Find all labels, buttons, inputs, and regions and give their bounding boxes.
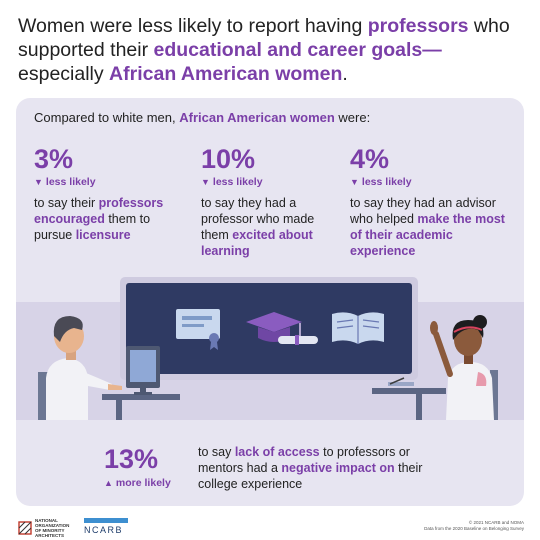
down-triangle-icon: ▼ [201, 177, 210, 187]
stat-percent: 4% [350, 144, 390, 174]
stats-card: Compared to white men, African American … [16, 98, 524, 506]
stat-direction-label: less likely [361, 176, 412, 188]
headline-highlight: professors [367, 15, 469, 37]
stat-percent: 3% [34, 144, 74, 174]
footer: NATIONAL ORGANIZATION OF MINORITY ARCHIT… [0, 510, 540, 540]
credit: © 2021 NCARB and NOMA Data from the 2020… [424, 520, 524, 532]
stat-excited-learning: 10% ▼ less likely to say they had a profe… [201, 144, 341, 259]
stat-licensure: 3% ▼ less likely to say their professors … [34, 144, 184, 243]
open-book-icon [332, 312, 384, 344]
woman-raising-hand [372, 315, 498, 420]
stat-description: to say they had an advisor who helped ma… [350, 195, 514, 259]
desc-text: to say they had a professor who made the… [201, 196, 315, 242]
desc-text: to say [198, 445, 235, 459]
desc-emphasis: professors encouraged [34, 196, 164, 226]
stat-direction-label: less likely [212, 176, 263, 188]
desc-text: to say they had an advisor who helped [350, 196, 496, 226]
headline-text: Women were less likely to report having [18, 15, 368, 37]
ncarb-logo-text: NCARB [84, 525, 124, 535]
down-triangle-icon: ▼ [350, 177, 359, 187]
headline-text: especially [18, 63, 110, 85]
stat-description: to say they had a professor who made the… [201, 195, 341, 259]
desc-emphasis: negative impact on [281, 461, 395, 475]
diploma-icon [278, 335, 318, 345]
stat-percent: 13% [104, 444, 159, 474]
desc-emphasis: licensure [75, 228, 131, 242]
desc-text: to say their [34, 196, 99, 210]
noma-logo: NATIONAL ORGANIZATION OF MINORITY ARCHIT… [18, 518, 69, 538]
desc-text: to professors or mentors had a [198, 445, 410, 475]
man-at-computer [38, 316, 180, 420]
intro-text: Compared to white men, African American … [34, 110, 370, 125]
desc-text: their college experience [198, 461, 423, 491]
desc-emphasis: make the most of their academic experien… [350, 212, 505, 258]
intro-prefix: Compared to white men, [34, 110, 180, 125]
stat-advisor: 4% ▼ less likely to say they had an advis… [350, 144, 514, 259]
certificate-icon [176, 309, 220, 350]
copyright-text: © 2021 NCARB and NOMA [468, 520, 524, 525]
stat-percent: 10% [201, 144, 256, 174]
down-triangle-icon: ▼ [34, 177, 43, 187]
source-text: Data from the 2020 Baseline on Belonging… [424, 526, 524, 531]
stat-direction: ▼ less likely [34, 176, 184, 188]
desc-emphasis: excited about learning [201, 228, 313, 258]
ncarb-logo-bar [84, 518, 128, 523]
headline-highlight: African American women [109, 63, 343, 85]
ncarb-logo: NCARB [84, 518, 128, 535]
noma-logo-mark [18, 521, 32, 535]
desc-emphasis: lack of access [234, 445, 320, 459]
stat-direction: ▲ more likely [104, 477, 171, 489]
stat-direction-label: more likely [115, 477, 171, 489]
stat-direction: ▼ less likely [201, 176, 341, 188]
stat-direction: ▼ less likely [350, 176, 514, 188]
up-triangle-icon: ▲ [104, 478, 113, 488]
headline-text: . [342, 63, 348, 85]
intro-suffix: were: [334, 110, 371, 125]
desc-text: them to pursue [34, 212, 151, 242]
stat-direction-label: less likely [45, 176, 96, 188]
classroom-illustration [16, 277, 524, 420]
stat-description: to say their professors encouraged them … [34, 195, 184, 243]
headline-text: who supported their [18, 15, 510, 61]
stat-negative-impact-description: to say lack of access to professors or m… [198, 444, 448, 492]
intro-highlight: African American women [179, 110, 335, 125]
stat-negative-impact: 13% ▲ more likely [104, 444, 171, 489]
headline-highlight: educational and career goals— [153, 39, 442, 61]
headline: Women were less likely to report having … [18, 14, 523, 86]
noma-logo-text: NATIONAL ORGANIZATION OF MINORITY ARCHIT… [35, 518, 70, 538]
